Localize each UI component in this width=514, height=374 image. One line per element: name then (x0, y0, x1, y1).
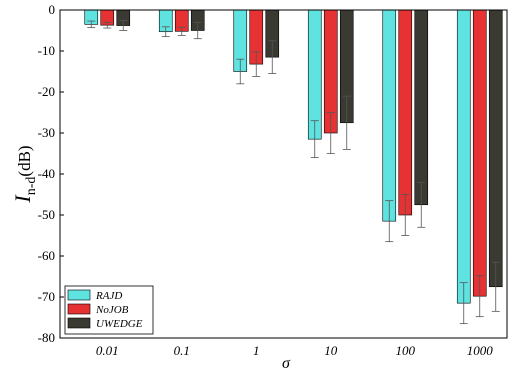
y-tick-label: -80 (38, 330, 55, 345)
y-axis-ticks: 0 -10 -20 -30 -40 -50 -60 -70 -80 (38, 2, 64, 345)
bar-rajd (382, 9, 397, 222)
legend: RAJD NoJOB UWEDGE (64, 285, 154, 335)
y-tick-label: -60 (38, 248, 55, 263)
x-tick-label: 0.1 (174, 343, 190, 358)
y-tick-label: 0 (49, 2, 56, 17)
x-axis-title: σ (282, 355, 291, 372)
legend-label-nojob: NoJOB (95, 304, 129, 316)
bar-uwedge (414, 9, 429, 206)
bar-rajd (307, 9, 322, 140)
bar-uwedge (488, 9, 503, 288)
y-tick-label: -10 (38, 43, 55, 58)
plot-frame (59, 9, 508, 339)
legend-swatch-uwedge (67, 317, 91, 329)
error-bars (87, 20, 500, 325)
y-axis-title-unit: (dB) (15, 145, 34, 176)
bar-nojob (398, 9, 413, 216)
y-axis-title-sub: n-d (24, 177, 39, 196)
legend-label-uwedge: UWEDGE (96, 318, 143, 330)
y-tick-label: -50 (38, 207, 55, 222)
bar-rajd (456, 9, 471, 304)
legend-swatch-rajd (67, 289, 91, 301)
x-tick-label: 1 (253, 343, 260, 358)
x-tick-label: 1000 (467, 343, 494, 358)
bars (84, 9, 503, 304)
legend-label-rajd: RAJD (95, 290, 122, 302)
x-tick-label: 0.01 (96, 343, 119, 358)
y-tick-label: -30 (38, 125, 55, 140)
x-tick-label: 10 (324, 343, 338, 358)
y-tick-label: -40 (38, 166, 55, 181)
y-axis-title-main: I (10, 194, 35, 204)
y-tick-label: -20 (38, 84, 55, 99)
legend-swatch-nojob (67, 303, 91, 315)
x-axis-categories: 0.01 0.1 1 10 100 1000 (96, 343, 493, 358)
y-tick-label: -70 (38, 289, 55, 304)
x-tick-label: 100 (396, 343, 416, 358)
bar-nojob (472, 9, 487, 297)
y-axis-title: In-d(dB) (10, 145, 39, 203)
